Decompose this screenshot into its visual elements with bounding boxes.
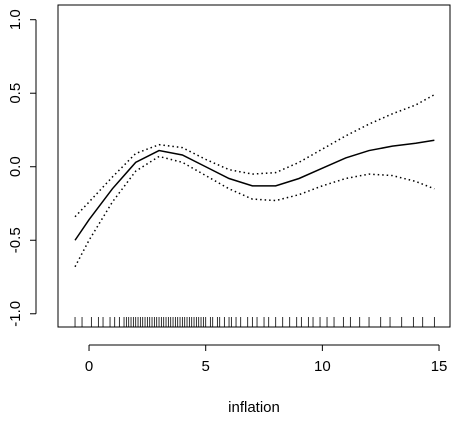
y-tick-label: -1.0 bbox=[7, 301, 24, 327]
x-axis-label: inflation bbox=[228, 399, 280, 416]
y-tick-label: 1.0 bbox=[7, 9, 24, 30]
series-line bbox=[74, 94, 435, 218]
y-tick-label: 0.0 bbox=[7, 156, 24, 177]
x-tick-label: 10 bbox=[314, 358, 331, 375]
x-tick-label: 15 bbox=[431, 358, 448, 375]
series-line bbox=[74, 139, 435, 241]
series-line bbox=[74, 155, 435, 268]
plot-box bbox=[57, 4, 451, 328]
y-tick-label: 0.5 bbox=[7, 83, 24, 104]
x-tick-label: 5 bbox=[202, 358, 210, 375]
y-tick-label: -0.5 bbox=[7, 227, 24, 253]
x-tick-label: 0 bbox=[85, 358, 93, 375]
